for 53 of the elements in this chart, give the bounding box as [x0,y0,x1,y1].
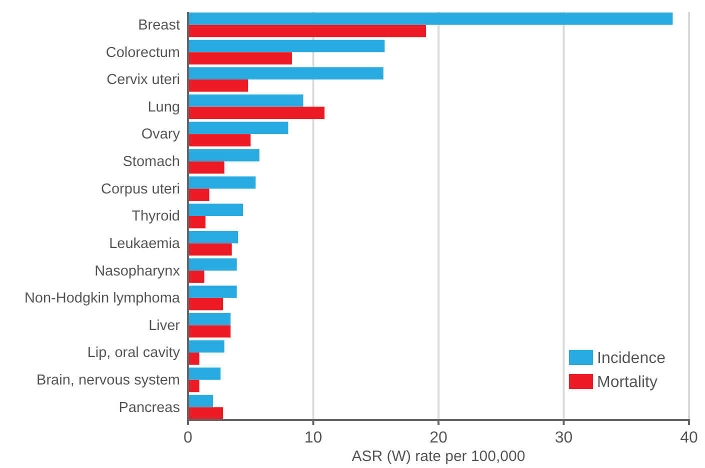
y-tick-label: Ovary [141,126,181,143]
bar [188,216,206,228]
y-tick-label: Stomach [122,154,180,170]
y-tick-label: Breast [138,17,180,34]
bar [188,149,260,162]
bar [188,243,232,256]
legend-label: Incidence [597,350,666,367]
bar [188,270,204,283]
bar [188,40,385,52]
x-tick-label: 20 [430,429,448,446]
bar [188,312,231,326]
bar [188,394,214,408]
y-tick-label: Liver [148,318,180,334]
x-tick-label: 40 [680,429,698,446]
bar [188,79,248,92]
y-tick-label: Lung [148,99,180,116]
bar [188,176,256,189]
bar [188,286,237,298]
x-tick-label: 30 [554,429,573,446]
bar [188,298,224,310]
bar [188,231,238,244]
bar [188,380,200,392]
bar [188,258,237,271]
bar [188,161,224,174]
bar [188,122,288,134]
bar [188,106,325,120]
y-tick-label: Thyroid [132,208,180,225]
bar [188,325,231,338]
legend-label: Mortality [597,374,658,391]
y-tick-label: Lip, oral cavity [87,345,181,362]
bar [188,340,224,353]
bar [188,352,200,365]
y-tick-label: Non-Hodgkin lymphoma [24,290,181,307]
bar [188,134,251,146]
bar [188,67,384,80]
bar [188,52,292,64]
y-tick-label: Corpus uteri [101,181,180,198]
bar [188,94,304,107]
y-tick-label: Leukaemia [109,236,181,252]
y-tick-label: Colorectum [106,44,180,61]
y-tick-label: Brain, nervous system [36,372,180,388]
bar [188,204,244,216]
bar [188,188,210,201]
x-tick-label: 10 [304,429,322,446]
y-tick-label: Nasopharynx [94,263,181,280]
bar [188,407,224,420]
bar [188,24,426,38]
y-tick-label: Cervix uteri [106,72,180,88]
x-tick-label: 0 [184,429,193,446]
y-tick-label: Pancreas [118,400,180,416]
x-axis-title: ASR (W) rate per 100,000 [352,448,526,465]
bar [188,368,221,380]
bar [188,12,673,25]
